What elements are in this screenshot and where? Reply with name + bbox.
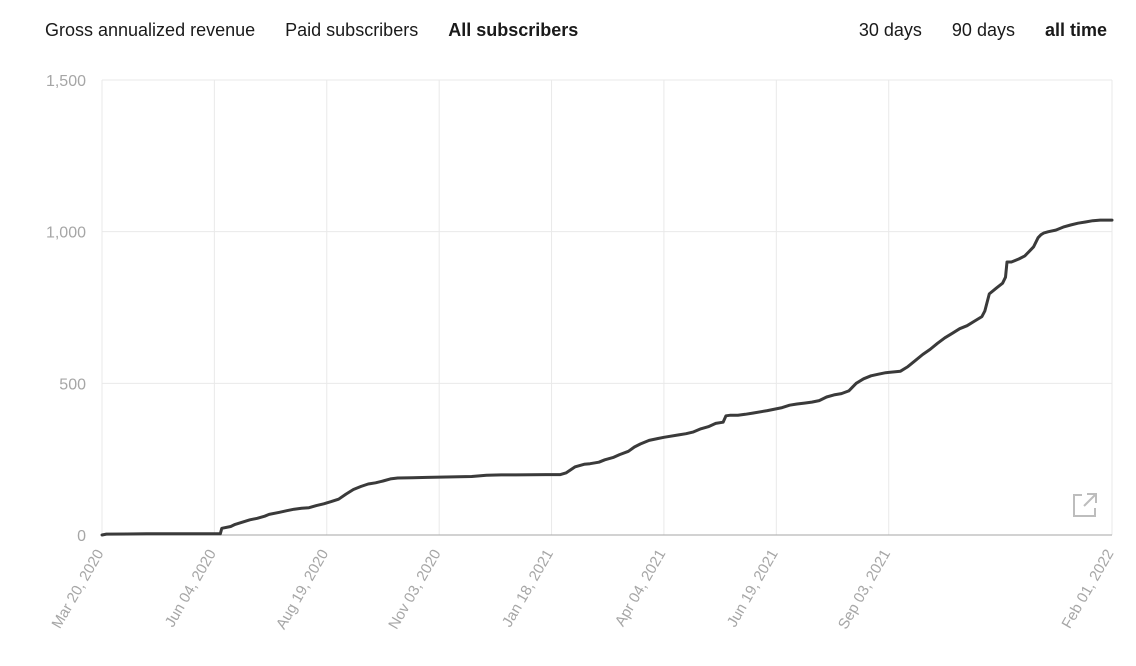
- axis-layer: 0 500 1,000 1,500 Mar 20, 2020 Jun 04, 2020 Au…: [46, 73, 1118, 632]
- range-30-days[interactable]: 30 days: [858, 20, 922, 40]
- tab-gross-annualized-revenue[interactable]: Gross annualized revenue: [45, 20, 256, 40]
- tab-paid-subscribers[interactable]: Paid subscribers: [285, 20, 419, 40]
- x-tick-label: Aug 19, 2020: [273, 547, 332, 633]
- y-tick-label: 0: [77, 528, 86, 545]
- x-tick-label: Jun 04, 2020: [162, 547, 220, 631]
- metric-tabs: Gross annualized revenue Paid subscriber…: [45, 20, 578, 41]
- y-tick-label: 1,000: [46, 225, 86, 242]
- x-tick-label: Feb 01, 2022: [1059, 547, 1118, 632]
- x-tick-label: Jan 18, 2021: [499, 547, 557, 631]
- range-tabs: 30 days 90 days all time: [859, 20, 1107, 41]
- x-tick-label: Nov 03, 2020: [385, 547, 444, 633]
- series-layer: [100, 218, 1114, 537]
- range-all-time[interactable]: all time: [1044, 20, 1107, 40]
- range-90-days[interactable]: 90 days: [951, 20, 1015, 40]
- x-tick-label: Jun 19, 2021: [724, 547, 782, 631]
- y-tick-label: 1,500: [46, 73, 86, 90]
- y-tick-label: 500: [59, 376, 86, 393]
- x-tick-label: Mar 20, 2020: [49, 547, 108, 632]
- x-tick-label: Sep 03, 2021: [835, 547, 894, 633]
- external-link-icon[interactable]: [1070, 490, 1100, 520]
- x-tick-label: Apr 04, 2021: [612, 547, 670, 630]
- grid-layer: [101, 79, 1113, 535]
- series-line-all-subscribers: [100, 218, 1114, 537]
- tab-all-subscribers[interactable]: All subscribers: [448, 20, 579, 40]
